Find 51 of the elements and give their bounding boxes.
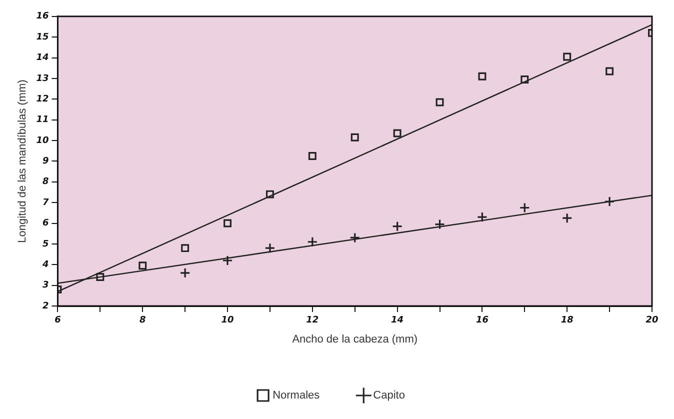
point <box>392 221 403 232</box>
y-axis-title: Longitud de las mandíbulas (mm) <box>16 80 29 243</box>
point <box>476 212 488 222</box>
x-tick-label: 16 <box>476 316 488 326</box>
point <box>138 262 147 270</box>
x-tick-label: 6 <box>54 316 61 326</box>
point <box>224 219 232 228</box>
y-tick-label: 2 <box>42 301 49 312</box>
point <box>264 242 276 254</box>
y-tick-label: 3 <box>42 280 49 291</box>
y-tick-label: 6 <box>42 218 49 229</box>
point <box>350 232 360 244</box>
legend-label: Normales <box>272 390 320 402</box>
point <box>606 67 614 76</box>
y-tick-label: 7 <box>42 198 50 208</box>
point <box>434 218 446 230</box>
y-tick-label: 9 <box>42 156 49 167</box>
point <box>563 52 572 61</box>
x-tick-label: 12 <box>306 316 319 326</box>
point <box>308 152 316 160</box>
y-tick-label: 11 <box>36 115 49 126</box>
x-tick-label: 10 <box>221 316 234 326</box>
y-tick-label: 14 <box>36 53 49 64</box>
point <box>519 202 530 214</box>
point <box>180 268 190 278</box>
y-tick-label: 16 <box>36 12 49 22</box>
y-tick-label: 8 <box>42 177 49 188</box>
point <box>307 236 318 248</box>
legend-label: Capito <box>373 390 405 402</box>
x-axis-title: Ancho de la cabeza (mm) <box>292 333 418 346</box>
y-tick-label: 10 <box>36 136 49 146</box>
point <box>393 129 402 138</box>
point <box>266 190 274 198</box>
point <box>436 98 444 106</box>
point <box>562 212 572 224</box>
y-tick-label: 13 <box>36 74 49 84</box>
x-tick-label: 20 <box>646 316 658 326</box>
x-tick-label: 14 <box>391 316 404 326</box>
x-tick-label: 8 <box>139 316 146 326</box>
point <box>478 72 486 80</box>
y-tick-label: 15 <box>36 32 49 42</box>
point <box>181 244 190 252</box>
point <box>520 76 529 84</box>
point <box>96 273 104 282</box>
y-tick-label: 12 <box>36 94 49 104</box>
point <box>350 133 359 142</box>
point <box>604 196 615 207</box>
y-tick-label: 5 <box>42 239 49 250</box>
x-tick-label: 18 <box>560 316 574 326</box>
point <box>222 255 233 266</box>
y-tick-label: 4 <box>41 260 49 270</box>
